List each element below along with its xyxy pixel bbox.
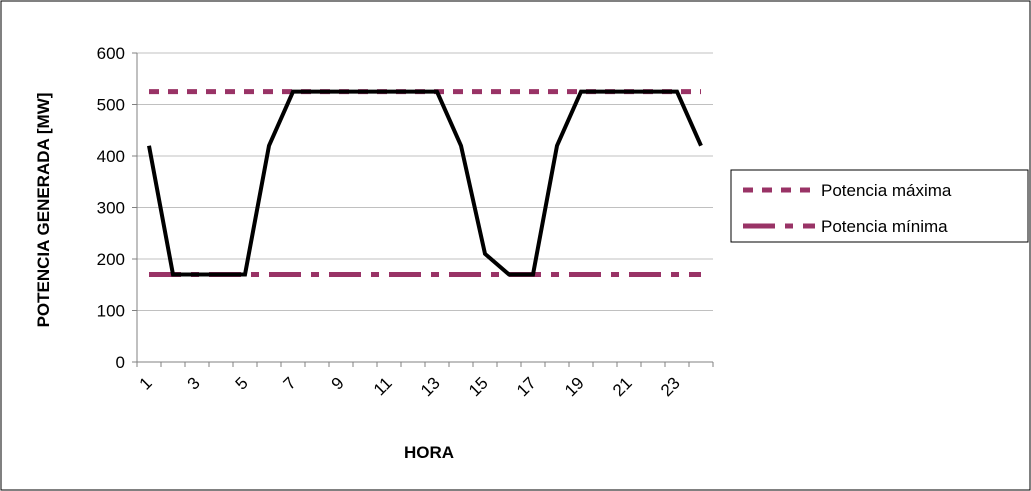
y-axis-title: POTENCIA GENERADA [MW] [34,93,53,328]
y-tick-label: 200 [97,250,125,269]
x-axis-title: HORA [404,443,454,462]
y-tick-label: 100 [97,302,125,321]
legend: Potencia máxima Potencia mínima [731,170,1028,242]
y-tick-label: 500 [97,96,125,115]
y-tick-label: 300 [97,199,125,218]
y-tick-label: 0 [116,353,125,372]
legend-label-potencia-minima: Potencia mínima [821,217,948,236]
y-tick-label: 400 [97,147,125,166]
y-tick-label: 600 [97,44,125,63]
legend-label-potencia-maxima: Potencia máxima [821,181,952,200]
